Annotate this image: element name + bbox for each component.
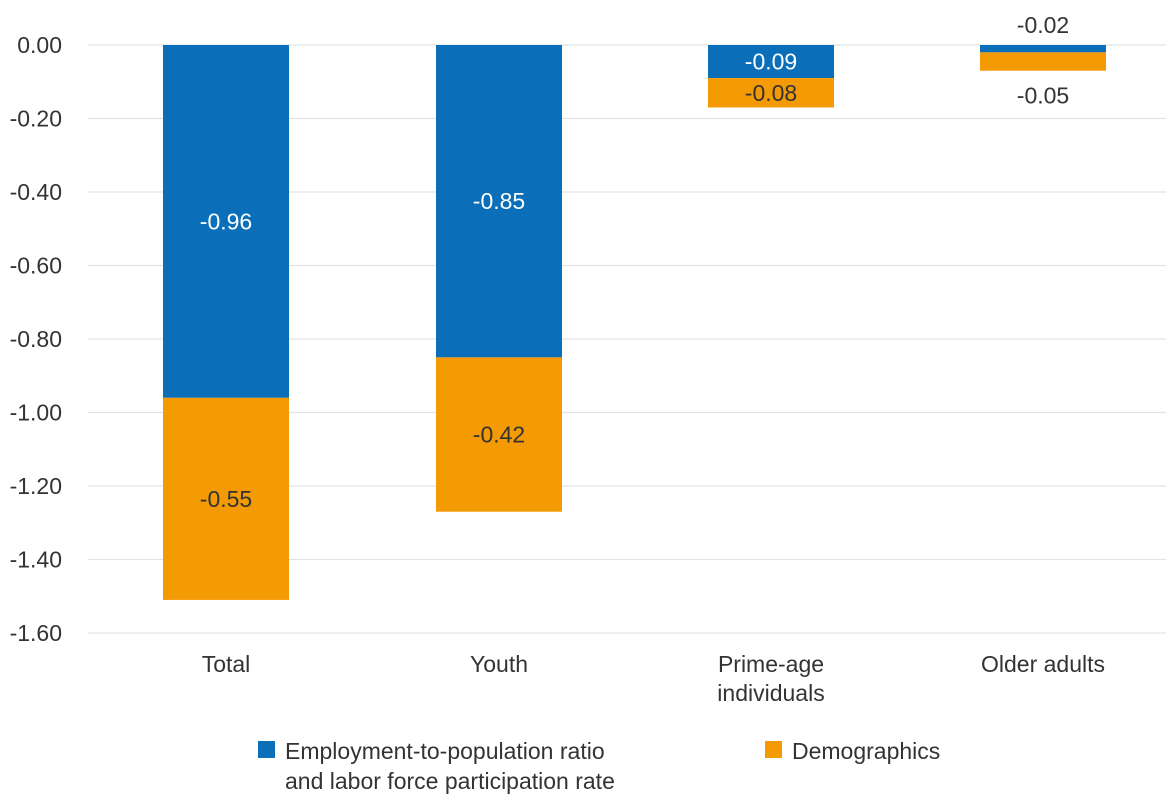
y-tick-label: 0.00 bbox=[17, 32, 62, 58]
bar-segment-demographics bbox=[163, 397, 289, 600]
bar-segment-demographics bbox=[708, 78, 834, 108]
legend-swatch-employment bbox=[258, 741, 275, 758]
data-label: -0.96 bbox=[200, 208, 252, 234]
y-tick-label: -0.40 bbox=[10, 179, 62, 205]
x-tick-label: Older adults bbox=[981, 651, 1105, 677]
x-tick-label: Youth bbox=[470, 651, 528, 677]
x-axis-tick-labels: Total Youth Prime-age individuals Older adul… bbox=[202, 651, 1105, 706]
data-label: -0.55 bbox=[200, 486, 252, 512]
legend-item-employment: Employment-to-population ratio and labor… bbox=[258, 736, 615, 796]
bar-segment-employment bbox=[163, 45, 289, 398]
data-label: -0.08 bbox=[745, 80, 797, 106]
y-axis-tick-labels: 0.00 -0.20 -0.40 -0.60 -0.80 -1.00 -1.20 -1.40 -… bbox=[10, 32, 62, 646]
bars bbox=[163, 45, 1106, 600]
y-tick-label: -1.40 bbox=[10, 547, 62, 573]
y-tick-label: -0.60 bbox=[10, 253, 62, 279]
y-tick-label: -1.60 bbox=[10, 620, 62, 646]
legend-label-demographics: Demographics bbox=[792, 738, 941, 764]
data-labels: -0.96 -0.55 -0.85 -0.42 -0.09 -0.08 -0.02 -0.05 bbox=[200, 12, 1069, 512]
y-tick-label: -0.80 bbox=[10, 326, 62, 352]
data-label: -0.42 bbox=[473, 422, 525, 448]
bar-segment-employment bbox=[980, 45, 1106, 53]
data-label: -0.05 bbox=[1017, 83, 1069, 109]
data-label: -0.02 bbox=[1017, 12, 1069, 38]
legend-swatch-demographics bbox=[765, 741, 782, 758]
legend: Employment-to-population ratio and labor… bbox=[0, 736, 1166, 794]
data-label: -0.09 bbox=[745, 49, 797, 75]
legend-label-employment: Employment-to-population ratio and labor… bbox=[285, 738, 615, 794]
bar-segment-employment bbox=[708, 45, 834, 79]
x-tick-label: Total bbox=[202, 651, 251, 677]
x-tick-label: Prime-age individuals bbox=[717, 651, 824, 706]
bar-segment-demographics bbox=[436, 357, 562, 512]
y-tick-label: -1.00 bbox=[10, 400, 62, 426]
y-tick-label: -1.20 bbox=[10, 473, 62, 499]
data-label: -0.85 bbox=[473, 188, 525, 214]
bar-segment-demographics bbox=[980, 52, 1106, 71]
y-tick-label: -0.20 bbox=[10, 106, 62, 132]
legend-item-demographics: Demographics bbox=[765, 736, 940, 766]
bar-segment-employment bbox=[436, 45, 562, 358]
